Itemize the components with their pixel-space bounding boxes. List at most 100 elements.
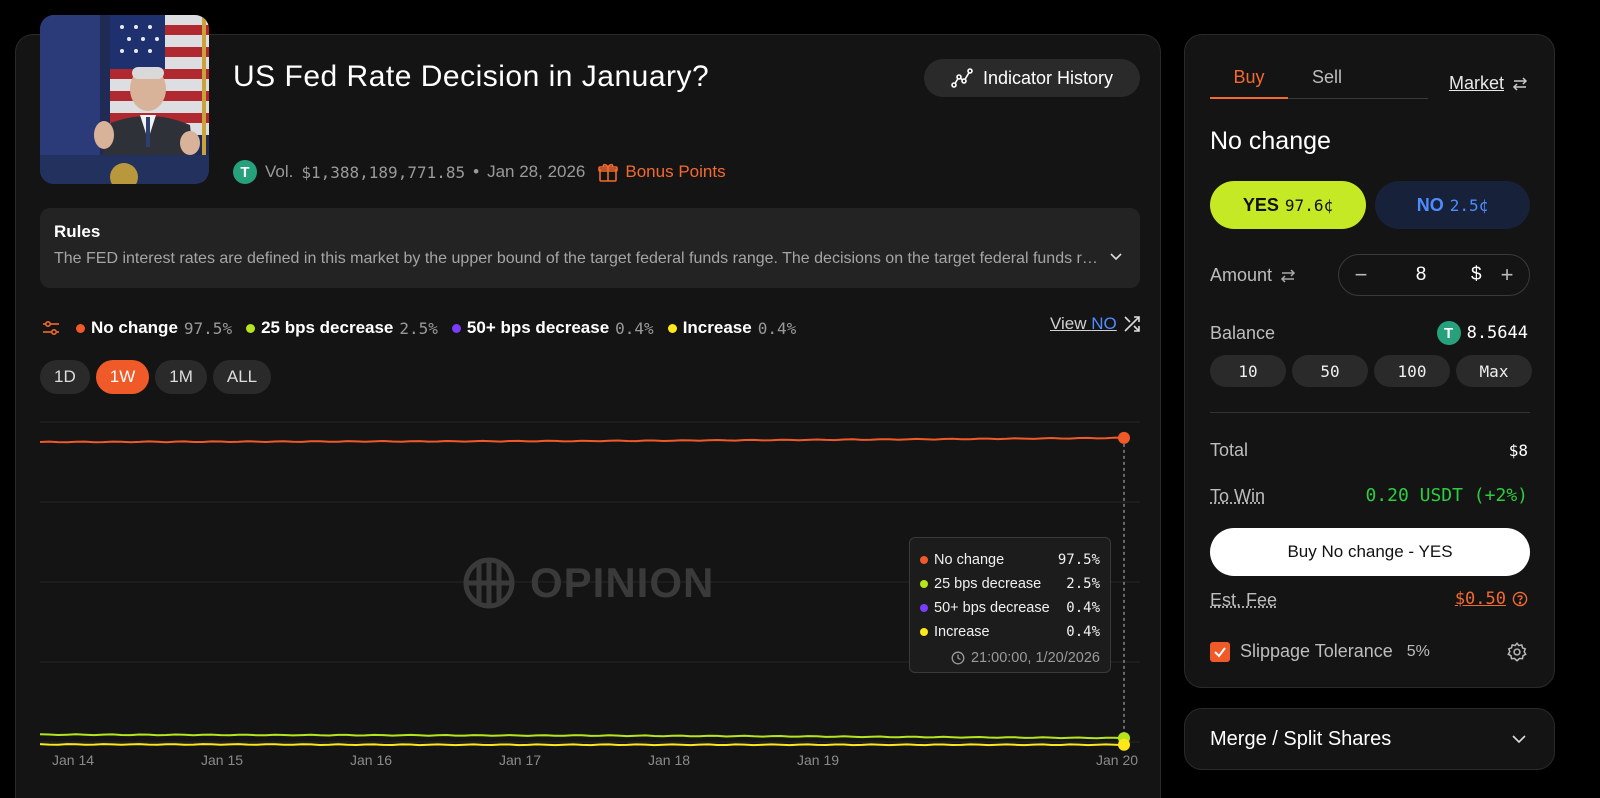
view-no-toggle[interactable]: View NO bbox=[1050, 314, 1141, 334]
rules-panel[interactable]: Rules The FED interest rates are defined… bbox=[40, 208, 1140, 288]
tooltip-dot bbox=[920, 628, 928, 636]
chevron-down-icon[interactable] bbox=[1108, 248, 1124, 264]
amount-label: Amount bbox=[1210, 265, 1296, 286]
price-chart[interactable] bbox=[40, 410, 1140, 780]
chart-tooltip: No change 97.5% 25 bps decrease 2.5% 50+… bbox=[909, 537, 1111, 673]
tab-buy[interactable]: Buy bbox=[1210, 67, 1288, 99]
legend-dot bbox=[246, 323, 256, 333]
legend-item-50bps[interactable]: 50+ bps decrease 0.4% bbox=[451, 318, 654, 338]
tab-sell[interactable]: Sell bbox=[1311, 67, 1342, 87]
tooltip-label: 50+ bps decrease bbox=[934, 600, 1050, 616]
end-date: Jan 28, 2026 bbox=[487, 162, 586, 181]
yes-price: 97.6¢ bbox=[1284, 195, 1334, 215]
tooltip-dot bbox=[920, 556, 928, 564]
slippage-value: 5% bbox=[1406, 642, 1430, 660]
market-meta: T Vol. $1,388,189,771.85 • Jan 28, 2026 … bbox=[233, 160, 726, 184]
decrement-button[interactable]: − bbox=[1354, 262, 1368, 287]
quick-amount-50[interactable]: 50 bbox=[1292, 355, 1368, 387]
tooltip-dot bbox=[920, 604, 928, 612]
merge-split-shares-toggle[interactable]: Merge / Split Shares bbox=[1184, 708, 1555, 770]
market-title: US Fed Rate Decision in January? bbox=[233, 60, 710, 93]
slippage-row: Slippage Tolerance 5% bbox=[1210, 641, 1430, 662]
rules-title: Rules bbox=[54, 222, 101, 241]
tooltip-timestamp: 21:00:00, 1/20/2026 bbox=[970, 650, 1100, 666]
chart-legend: No change 97.5% 25 bps decrease 2.5% 50+… bbox=[40, 316, 796, 340]
order-type-label: Market bbox=[1448, 73, 1504, 93]
swap-arrows-icon[interactable] bbox=[1280, 268, 1296, 284]
to-win-value: 0.20 USDT (+2%) bbox=[1365, 485, 1528, 506]
balance-label: Balance bbox=[1210, 323, 1276, 343]
tooltip-label: No change bbox=[934, 552, 1005, 568]
quick-amount-10[interactable]: 10 bbox=[1210, 355, 1286, 387]
total-value: $8 bbox=[1508, 441, 1528, 460]
gear-icon[interactable] bbox=[1506, 641, 1528, 663]
no-button[interactable]: NO 2.5¢ bbox=[1375, 181, 1530, 229]
x-tick-label: Jan 19 bbox=[797, 752, 840, 768]
tether-icon: T bbox=[1436, 321, 1461, 345]
tooltip-value: 2.5% bbox=[1066, 576, 1100, 592]
legend-dot bbox=[667, 323, 677, 333]
legend-value: 0.4% bbox=[757, 318, 797, 338]
order-type-toggle[interactable]: Market bbox=[1449, 73, 1528, 94]
x-tick-label: Jan 14 bbox=[52, 752, 95, 768]
legend-label: No change bbox=[91, 318, 178, 337]
est-fee-value: $0.50 bbox=[1455, 589, 1528, 609]
range-1d-button[interactable]: 1D bbox=[40, 360, 90, 394]
slippage-label: Slippage Tolerance bbox=[1240, 641, 1393, 661]
trade-tabs: Buy Sell bbox=[1210, 67, 1428, 99]
rules-text: The FED interest rates are defined in th… bbox=[54, 250, 1104, 267]
est-fee-label[interactable]: Est. Fee bbox=[1210, 590, 1278, 610]
to-win-label[interactable]: To Win bbox=[1210, 486, 1266, 506]
x-tick-label: Jan 16 bbox=[350, 752, 393, 768]
shuffle-icon bbox=[1124, 316, 1140, 332]
legend-item-no-change[interactable]: No change 97.5% bbox=[76, 318, 232, 338]
watermark-text: OPINION bbox=[530, 559, 715, 606]
range-all-button[interactable]: ALL bbox=[212, 360, 272, 394]
legend-value: 2.5% bbox=[399, 318, 438, 338]
time-range-selector: 1D 1W 1M ALL bbox=[40, 360, 272, 394]
tooltip-value: 0.4% bbox=[1066, 600, 1100, 616]
yes-button[interactable]: YES 97.6¢ bbox=[1210, 181, 1366, 229]
range-1w-button[interactable]: 1W bbox=[95, 360, 150, 394]
help-circle-icon[interactable] bbox=[1512, 591, 1528, 607]
tooltip-value: 97.5% bbox=[1057, 552, 1100, 568]
amount-input[interactable]: 8 bbox=[1415, 264, 1427, 285]
legend-dot bbox=[451, 323, 461, 333]
indicator-history-button[interactable]: Indicator History bbox=[924, 59, 1140, 97]
bonus-points-link[interactable]: Bonus Points bbox=[597, 161, 726, 183]
legend-label: Increase bbox=[682, 318, 752, 337]
yes-label: YES bbox=[1242, 194, 1279, 215]
merge-split-label: Merge / Split Shares bbox=[1210, 727, 1392, 750]
gift-icon bbox=[598, 163, 619, 182]
legend-item-25bps[interactable]: 25 bps decrease 2.5% bbox=[246, 318, 438, 338]
tooltip-row: 50+ bps decrease 0.4% bbox=[920, 596, 1100, 620]
legend-dot bbox=[76, 323, 85, 333]
divider bbox=[1210, 412, 1530, 413]
filter-sliders-icon[interactable] bbox=[40, 317, 62, 339]
x-tick-label: Jan 20 bbox=[1096, 752, 1139, 768]
quick-amount-max[interactable]: Max bbox=[1456, 355, 1532, 387]
tooltip-label: 25 bps decrease bbox=[934, 576, 1042, 592]
trend-line-icon bbox=[951, 68, 973, 88]
tooltip-label: Increase bbox=[934, 624, 990, 640]
series-endpoint-increase bbox=[1118, 738, 1130, 751]
est-fee-amount: $0.50 bbox=[1454, 589, 1506, 609]
total-label: Total bbox=[1210, 440, 1249, 460]
volume-label: Vol. bbox=[265, 162, 294, 181]
increment-button[interactable]: + bbox=[1500, 262, 1514, 287]
tooltip-row: No change 97.5% bbox=[920, 548, 1100, 572]
indicator-history-label: Indicator History bbox=[982, 67, 1114, 88]
legend-value: 0.4% bbox=[615, 318, 654, 338]
view-no-label: NO bbox=[1091, 314, 1117, 333]
slippage-checkbox[interactable] bbox=[1210, 641, 1230, 662]
currency-symbol: $ bbox=[1471, 264, 1482, 285]
amount-stepper: − 8 $ + bbox=[1338, 254, 1530, 296]
tooltip-dot bbox=[920, 580, 928, 588]
buy-button[interactable]: Buy No change - YES bbox=[1210, 528, 1530, 576]
tooltip-value: 0.4% bbox=[1066, 624, 1100, 640]
range-1m-button[interactable]: 1M bbox=[155, 360, 207, 394]
bonus-points-label: Bonus Points bbox=[625, 162, 726, 181]
legend-item-increase[interactable]: Increase 0.4% bbox=[667, 318, 797, 338]
quick-amount-100[interactable]: 100 bbox=[1374, 355, 1450, 387]
opinion-logo-icon bbox=[463, 557, 515, 609]
